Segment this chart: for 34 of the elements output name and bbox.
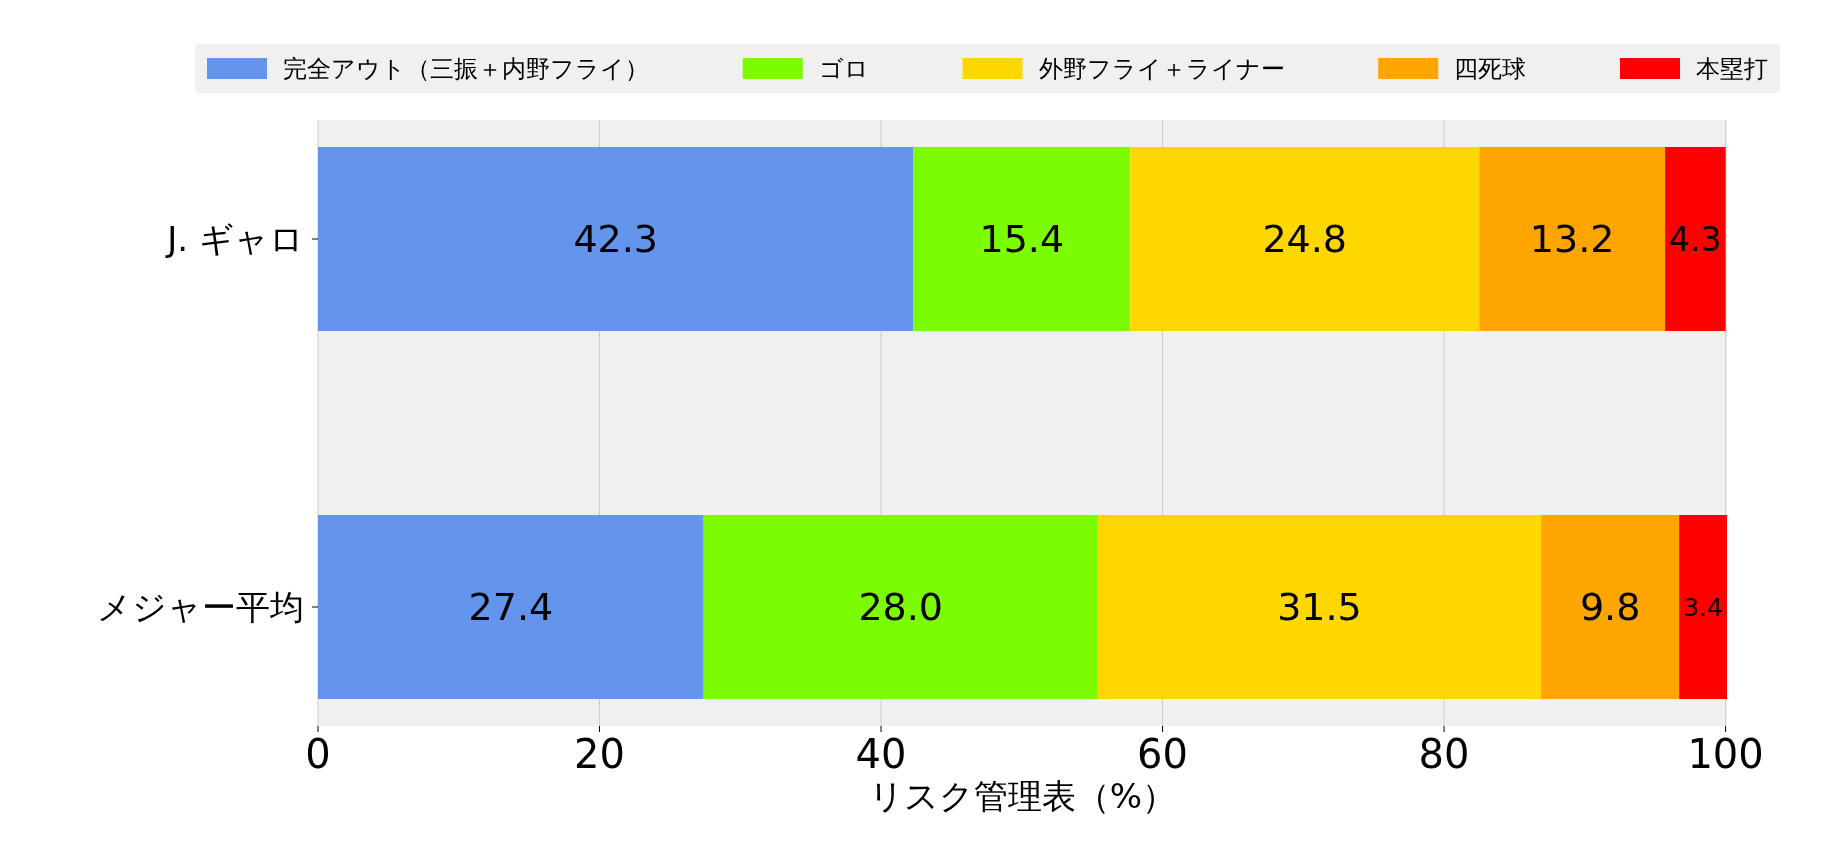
x-axis-title: リスク管理表（%） [868, 776, 1177, 816]
x-tick-label: 100 [1687, 731, 1764, 777]
legend-label: 外野フライ＋ライナー [1038, 54, 1285, 83]
data-label: 4.3 [1669, 219, 1722, 259]
bar [1665, 147, 1726, 331]
bar [703, 515, 1098, 699]
x-tick-label: 40 [855, 731, 907, 777]
bar [1679, 515, 1727, 699]
data-label: 15.4 [979, 217, 1065, 261]
bar [1541, 515, 1680, 699]
data-label: 42.3 [573, 217, 659, 261]
bar [1479, 147, 1666, 331]
data-label: 27.4 [468, 585, 554, 629]
data-label: 24.8 [1262, 217, 1348, 261]
bar [1130, 147, 1480, 331]
legend-label: 本塁打 [1696, 54, 1768, 83]
legend-label: 完全アウト（三振＋内野フライ） [283, 54, 649, 83]
legend-label: 四死球 [1454, 54, 1527, 83]
data-label: 28.0 [858, 585, 944, 629]
data-label: 31.5 [1277, 585, 1362, 629]
bar [913, 147, 1131, 331]
x-tick-label: 60 [1137, 731, 1189, 777]
bar [318, 147, 914, 331]
data-label: 9.8 [1579, 585, 1641, 629]
bar [1097, 515, 1542, 699]
data-label: 13.2 [1529, 217, 1615, 261]
y-tick-label: J. ギャロ [165, 219, 304, 259]
legend-label: ゴロ [818, 54, 869, 83]
bar [318, 515, 704, 699]
x-tick-label: 80 [1418, 731, 1470, 777]
y-tick-label: メジャー平均 [97, 587, 304, 627]
x-tick-label: 20 [574, 731, 625, 777]
x-tick-label: 0 [305, 731, 331, 777]
data-label: 3.4 [1683, 592, 1723, 622]
